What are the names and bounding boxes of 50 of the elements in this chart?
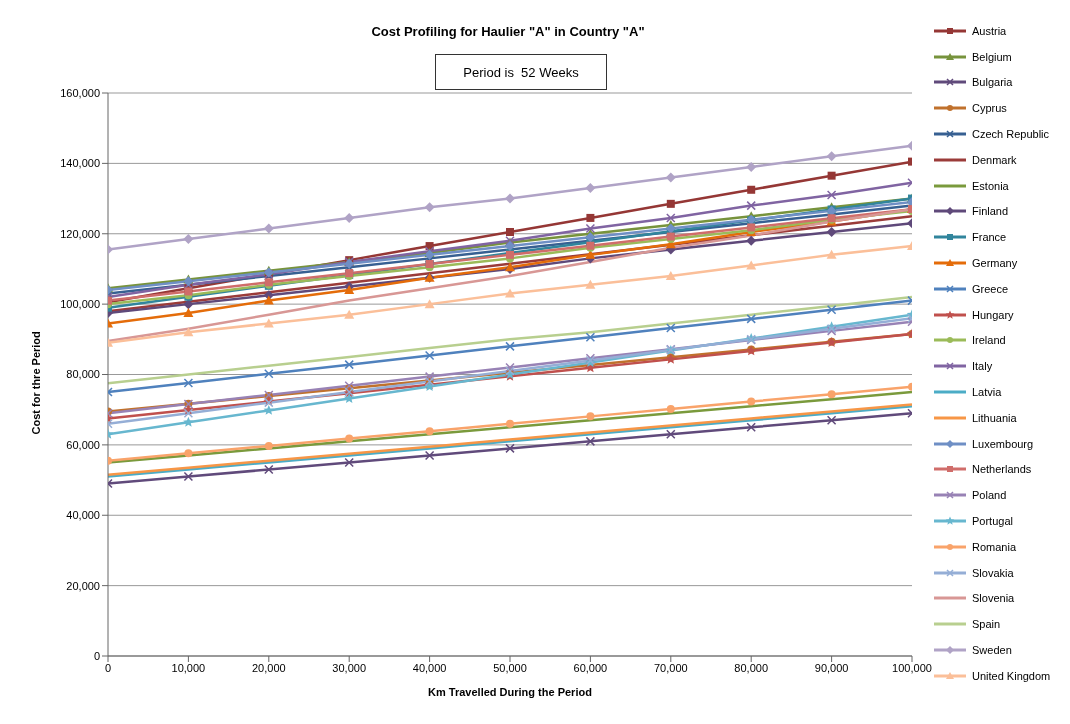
- y-tick-label: 140,000: [60, 157, 100, 170]
- y-tick-label: 160,000: [60, 86, 100, 99]
- legend-label: Netherlands: [972, 463, 1032, 476]
- x-tick-label: 50,000: [493, 661, 527, 674]
- x-tick-label: 60,000: [573, 661, 608, 674]
- legend-label: Estonia: [972, 179, 1009, 192]
- x-axis-title: Km Travelled During the Period: [428, 686, 592, 698]
- legend-label: Bulgaria: [972, 76, 1013, 89]
- y-axis-title: Cost for thre Period: [29, 331, 42, 435]
- legend-label: Poland: [972, 489, 1007, 502]
- x-tick-label: 0: [104, 661, 112, 674]
- chart-title: Cost Profiling for Haulier "A" in Country "A": [370, 24, 646, 39]
- legend-label: Luxembourg: [972, 437, 1034, 450]
- x-tick-label: 40,000: [412, 661, 447, 674]
- legend-label: Germany: [972, 257, 1018, 270]
- legend-label: Lithuania: [972, 411, 1017, 424]
- y-tick-label: 120,000: [60, 227, 100, 240]
- legend-label: Finland: [972, 205, 1009, 218]
- y-tick-label: 60,000: [66, 438, 100, 451]
- legend-label: Hungary: [972, 308, 1014, 321]
- legend-label: Latvia: [972, 386, 1002, 399]
- legend-label: Italy: [972, 360, 993, 373]
- legend-label: Denmark: [972, 153, 1017, 166]
- legend-label: Sweden: [972, 644, 1012, 657]
- x-tick-label: 30,000: [332, 661, 367, 674]
- legend-label: Slovakia: [972, 566, 1014, 579]
- y-tick-label: 0: [93, 649, 100, 662]
- legend-label: Romania: [972, 540, 1017, 553]
- x-tick-label: 90,000: [814, 661, 849, 674]
- x-tick-label: 80,000: [734, 661, 769, 674]
- legend-label: Spain: [972, 618, 1001, 631]
- legend-label: Greece: [972, 282, 1009, 295]
- legend-label: Ireland: [972, 334, 1006, 347]
- legend-label: France: [972, 231, 1007, 244]
- y-tick-label: 80,000: [66, 368, 100, 381]
- x-tick-label: 10,000: [171, 661, 206, 674]
- legend-label: Portugal: [972, 515, 1013, 528]
- y-tick-label: 100,000: [60, 298, 100, 311]
- x-tick-label: 70,000: [653, 661, 688, 674]
- legend-label: United Kingdom: [972, 669, 1051, 682]
- legend-label: Cyprus: [972, 102, 1007, 115]
- legend-label: Slovenia: [972, 592, 1015, 605]
- x-tick-label: 100,000: [892, 661, 932, 674]
- y-tick-label: 40,000: [66, 509, 100, 522]
- text: Period is 52 Weeks: [435, 54, 607, 90]
- legend-label: Austria: [972, 24, 1007, 37]
- x-tick-label: 20,000: [251, 661, 286, 674]
- y-tick-label: 20,000: [66, 579, 100, 592]
- legend-label: Czech Republic: [972, 128, 1050, 141]
- legend-label: Belgium: [972, 50, 1012, 63]
